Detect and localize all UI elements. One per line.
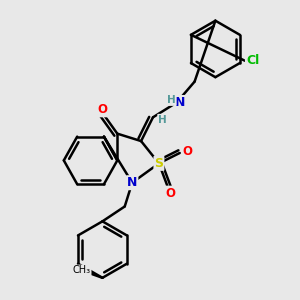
Text: O: O — [166, 187, 176, 200]
Text: S: S — [154, 157, 164, 170]
Text: H: H — [167, 95, 176, 105]
Text: CH₃: CH₃ — [73, 266, 91, 275]
Text: O: O — [182, 145, 192, 158]
Text: N: N — [175, 96, 185, 109]
Text: Cl: Cl — [246, 54, 259, 67]
Text: O: O — [98, 103, 107, 116]
Text: H: H — [158, 115, 167, 125]
Text: N: N — [127, 176, 137, 189]
